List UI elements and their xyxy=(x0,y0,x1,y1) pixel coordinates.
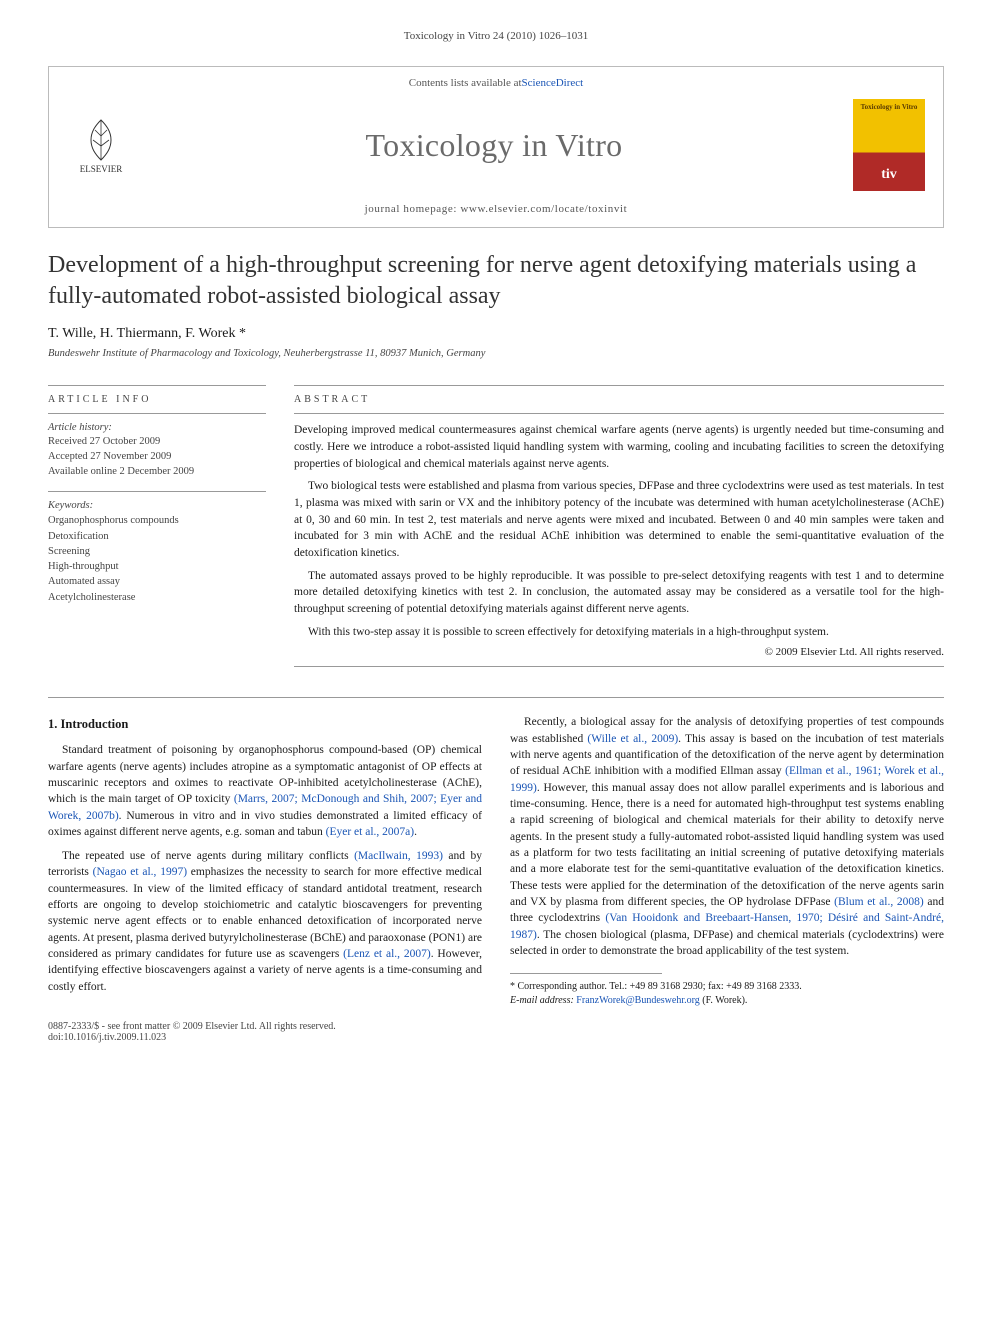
homepage-url[interactable]: www.elsevier.com/locate/toxinvit xyxy=(460,203,627,215)
rule xyxy=(48,697,944,698)
cover-title: Toxicology in Vitro xyxy=(861,103,918,111)
rule xyxy=(294,666,944,667)
contents-prefix: Contents lists available at xyxy=(409,77,522,89)
page-footer: 0887-2333/$ - see front matter © 2009 El… xyxy=(48,1021,944,1043)
abstract-p4: With this two-step assay it is possible … xyxy=(294,624,944,641)
citation[interactable]: (Wille et al., 2009) xyxy=(587,733,678,745)
text: . However, this manual assay does not al… xyxy=(510,782,944,908)
journal-cover-thumb: Toxicology in Vitro tiv xyxy=(853,99,925,191)
homepage-prefix: journal homepage: xyxy=(365,203,461,215)
citation[interactable]: (Blum et al., 2008) xyxy=(834,896,924,908)
keyword: High-throughput xyxy=(48,559,266,574)
keyword: Organophosphorus compounds xyxy=(48,513,266,528)
journal-title: Toxicology in Vitro xyxy=(135,127,853,164)
corresponding-footnote: * Corresponding author. Tel.: +49 89 316… xyxy=(510,980,944,1007)
text: emphasizes the necessity to search for m… xyxy=(48,866,482,960)
article-info-heading: ARTICLE INFO xyxy=(48,394,266,405)
email-link[interactable]: FranzWorek@Bundeswehr.org xyxy=(576,995,699,1006)
accepted-line: Accepted 27 November 2009 xyxy=(48,450,266,465)
text: . The chosen biological (plasma, DFPase)… xyxy=(510,929,944,957)
body-p3: Recently, a biological assay for the ana… xyxy=(510,714,944,959)
affiliation: Bundeswehr Institute of Pharmacology and… xyxy=(48,348,944,359)
abstract-text: Developing improved medical countermeasu… xyxy=(294,422,944,640)
cover-code: tiv xyxy=(853,167,925,183)
citation[interactable]: (Nagao et al., 1997) xyxy=(93,866,187,878)
keywords-label: Keywords: xyxy=(48,500,266,511)
text: The repeated use of nerve agents during … xyxy=(62,850,354,862)
rule xyxy=(294,413,944,414)
abstract-p2: Two biological tests were established an… xyxy=(294,478,944,561)
homepage-line: journal homepage: www.elsevier.com/locat… xyxy=(49,197,943,227)
corr-line: * Corresponding author. Tel.: +49 89 316… xyxy=(510,980,944,994)
tree-icon xyxy=(77,116,125,164)
keyword: Screening xyxy=(48,544,266,559)
abstract-column: ABSTRACT Developing improved medical cou… xyxy=(294,377,944,675)
citation[interactable]: (Lenz et al., 2007) xyxy=(343,948,431,960)
body-columns: 1. Introduction Standard treatment of po… xyxy=(48,714,944,1007)
text: . xyxy=(414,826,417,838)
journal-header: Contents lists available at ScienceDirec… xyxy=(48,66,944,228)
keyword: Acetylcholinesterase xyxy=(48,590,266,605)
running-head: Toxicology in Vitro 24 (2010) 1026–1031 xyxy=(48,30,944,42)
article-title: Development of a high-throughput screeni… xyxy=(48,250,944,312)
keyword: Detoxification xyxy=(48,529,266,544)
body-p1: Standard treatment of poisoning by organ… xyxy=(48,742,482,840)
elsevier-logo: ELSEVIER xyxy=(67,108,135,182)
rule xyxy=(294,385,944,386)
keyword: Automated assay xyxy=(48,574,266,589)
contents-line: Contents lists available at ScienceDirec… xyxy=(49,67,943,93)
rule xyxy=(48,413,266,414)
history-label: Article history: xyxy=(48,422,266,433)
online-line: Available online 2 December 2009 xyxy=(48,465,266,480)
citation[interactable]: (MacIlwain, 1993) xyxy=(354,850,443,862)
rule xyxy=(48,385,266,386)
sciencedirect-link[interactable]: ScienceDirect xyxy=(522,77,584,89)
authors: T. Wille, H. Thiermann, F. Worek * xyxy=(48,326,944,342)
keywords-list: Organophosphorus compoundsDetoxification… xyxy=(48,513,266,604)
article-info-column: ARTICLE INFO Article history: Received 2… xyxy=(48,377,266,675)
abstract-p1: Developing improved medical countermeasu… xyxy=(294,422,944,472)
footnote-rule xyxy=(510,973,662,974)
section-heading: 1. Introduction xyxy=(48,716,482,734)
citation[interactable]: (Eyer et al., 2007a) xyxy=(326,826,414,838)
elsevier-label: ELSEVIER xyxy=(80,164,123,174)
received-line: Received 27 October 2009 xyxy=(48,435,266,450)
body-p2: The repeated use of nerve agents during … xyxy=(48,848,482,995)
abstract-heading: ABSTRACT xyxy=(294,394,944,405)
front-matter-line: 0887-2333/$ - see front matter © 2009 El… xyxy=(48,1021,336,1032)
email-label: E-mail address: xyxy=(510,995,574,1006)
email-name: (F. Worek). xyxy=(700,995,748,1006)
doi-line: doi:10.1016/j.tiv.2009.11.023 xyxy=(48,1032,336,1043)
copyright: © 2009 Elsevier Ltd. All rights reserved… xyxy=(294,646,944,658)
rule xyxy=(48,491,266,492)
abstract-p3: The automated assays proved to be highly… xyxy=(294,568,944,618)
